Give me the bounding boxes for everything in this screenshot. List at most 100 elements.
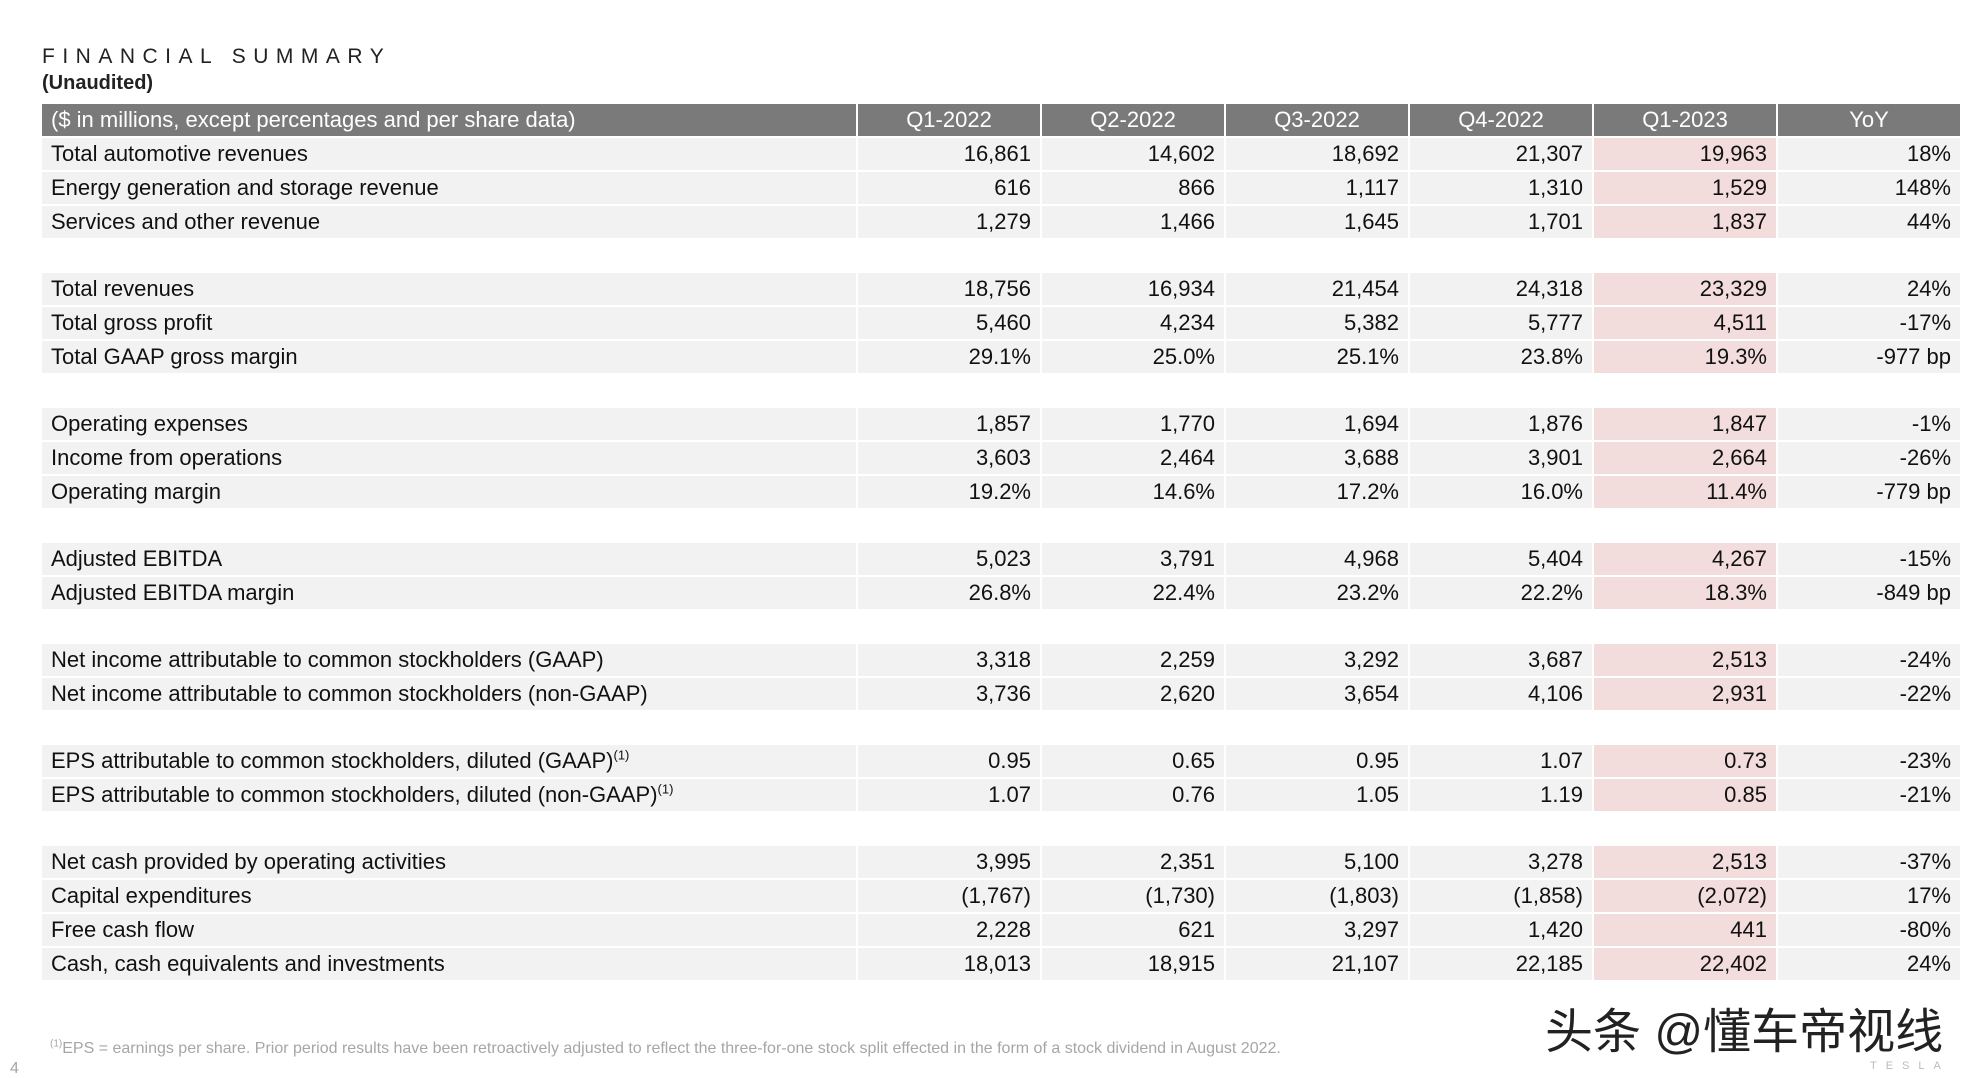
value-cell: 19.2% (858, 476, 1040, 508)
value-cell: 25.1% (1226, 341, 1408, 373)
page-header: FINANCIAL SUMMARY (Unaudited) (42, 44, 391, 95)
group-spacer (42, 240, 1960, 271)
value-cell: 1,310 (1410, 172, 1592, 204)
table-row: EPS attributable to common stockholders,… (42, 745, 1960, 777)
value-cell: 17% (1778, 880, 1960, 912)
financial-summary-table: ($ in millions, except percentages and p… (40, 102, 1962, 982)
group-spacer (42, 375, 1960, 406)
value-cell: 21,454 (1226, 273, 1408, 305)
row-label: Cash, cash equivalents and investments (42, 948, 856, 980)
value-cell: 2,620 (1042, 678, 1224, 710)
value-cell: 2,259 (1042, 644, 1224, 676)
row-label-text: Net income attributable to common stockh… (51, 681, 648, 706)
value-cell: 5,023 (858, 543, 1040, 575)
highlighted-value-cell: 441 (1594, 914, 1776, 946)
value-cell: 18% (1778, 138, 1960, 170)
highlighted-value-cell: 0.73 (1594, 745, 1776, 777)
row-label: Adjusted EBITDA margin (42, 577, 856, 609)
value-cell: 14,602 (1042, 138, 1224, 170)
row-label-text: Total GAAP gross margin (51, 344, 298, 369)
row-label-text: Free cash flow (51, 917, 195, 942)
row-label: Capital expenditures (42, 880, 856, 912)
highlighted-value-cell: 0.85 (1594, 779, 1776, 811)
value-cell: 2,464 (1042, 442, 1224, 474)
value-cell: 0.95 (858, 745, 1040, 777)
table-header-row: ($ in millions, except percentages and p… (42, 104, 1960, 136)
row-label-text: Cash, cash equivalents and investments (51, 951, 445, 976)
highlighted-value-cell: 23,329 (1594, 273, 1776, 305)
row-label: Income from operations (42, 442, 856, 474)
value-cell: -977 bp (1778, 341, 1960, 373)
row-label: Total gross profit (42, 307, 856, 339)
value-cell: -15% (1778, 543, 1960, 575)
row-label-text: Operating expenses (51, 411, 248, 436)
row-label-text: Net cash provided by operating activitie… (51, 849, 446, 874)
highlighted-value-cell: 1,847 (1594, 408, 1776, 440)
value-cell: 4,968 (1226, 543, 1408, 575)
value-cell: 1,466 (1042, 206, 1224, 238)
value-cell: 5,382 (1226, 307, 1408, 339)
value-cell: 1,117 (1226, 172, 1408, 204)
row-label-text: Adjusted EBITDA (51, 546, 223, 571)
table-row: Net income attributable to common stockh… (42, 678, 1960, 710)
highlighted-value-cell: 2,664 (1594, 442, 1776, 474)
highlighted-value-cell: 18.3% (1594, 577, 1776, 609)
table-row: Operating margin 19.2% 14.6% 17.2% 16.0% 11.4… (42, 476, 1960, 508)
value-cell: 866 (1042, 172, 1224, 204)
value-cell: 3,603 (858, 442, 1040, 474)
row-label-text: Income from operations (51, 445, 283, 470)
row-label: EPS attributable to common stockholders,… (42, 779, 856, 811)
value-cell: 16,934 (1042, 273, 1224, 305)
value-cell: -1% (1778, 408, 1960, 440)
row-label: Net cash provided by operating activitie… (42, 846, 856, 878)
value-cell: -24% (1778, 644, 1960, 676)
value-cell: 22,185 (1410, 948, 1592, 980)
highlighted-value-cell: 4,511 (1594, 307, 1776, 339)
value-cell: 5,460 (858, 307, 1040, 339)
table-row: Net cash provided by operating activitie… (42, 846, 1960, 878)
value-cell: 44% (1778, 206, 1960, 238)
value-cell: -37% (1778, 846, 1960, 878)
value-cell: 1.07 (858, 779, 1040, 811)
highlighted-value-cell: 22,402 (1594, 948, 1776, 980)
value-cell: 24% (1778, 273, 1960, 305)
spacer-cell (42, 240, 1960, 271)
value-cell: -17% (1778, 307, 1960, 339)
table-row: Cash, cash equivalents and investments 18… (42, 948, 1960, 980)
value-cell: (1,803) (1226, 880, 1408, 912)
highlighted-value-cell: 11.4% (1594, 476, 1776, 508)
value-cell: 148% (1778, 172, 1960, 204)
column-header-yoy: YoY (1778, 104, 1960, 136)
page-subtitle: (Unaudited) (42, 72, 154, 94)
table-row: Total GAAP gross margin 29.1% 25.0% 25.1% 23… (42, 341, 1960, 373)
value-cell: 21,307 (1410, 138, 1592, 170)
value-cell: -779 bp (1778, 476, 1960, 508)
table-row: Capital expenditures (1,767) (1,730) (1,803… (42, 880, 1960, 912)
value-cell: 3,791 (1042, 543, 1224, 575)
value-cell: 5,100 (1226, 846, 1408, 878)
row-label-text: EPS attributable to common stockholders,… (51, 748, 614, 773)
highlighted-value-cell: 2,513 (1594, 846, 1776, 878)
row-label-text: Energy generation and storage revenue (51, 175, 439, 200)
table-row: Free cash flow 2,228 621 3,297 1,420 441 -80% (42, 914, 1960, 946)
group-spacer (42, 712, 1960, 743)
highlighted-value-cell: 19,963 (1594, 138, 1776, 170)
value-cell: 0.76 (1042, 779, 1224, 811)
value-cell: 22.2% (1410, 577, 1592, 609)
value-cell: 18,915 (1042, 948, 1224, 980)
column-header-q1-2023: Q1-2023 (1594, 104, 1776, 136)
value-cell: -80% (1778, 914, 1960, 946)
value-cell: 14.6% (1042, 476, 1224, 508)
row-label-text: EPS attributable to common stockholders,… (51, 782, 658, 807)
spacer-cell (42, 375, 1960, 406)
value-cell: -26% (1778, 442, 1960, 474)
highlighted-value-cell: 1,529 (1594, 172, 1776, 204)
value-cell: 18,692 (1226, 138, 1408, 170)
highlighted-value-cell: 19.3% (1594, 341, 1776, 373)
value-cell: 1.07 (1410, 745, 1592, 777)
footnote: (1)EPS = earnings per share. Prior perio… (50, 1039, 1281, 1058)
column-header-q3-2022: Q3-2022 (1226, 104, 1408, 136)
table-row: EPS attributable to common stockholders,… (42, 779, 1960, 811)
spacer-cell (42, 510, 1960, 541)
value-cell: 2,228 (858, 914, 1040, 946)
